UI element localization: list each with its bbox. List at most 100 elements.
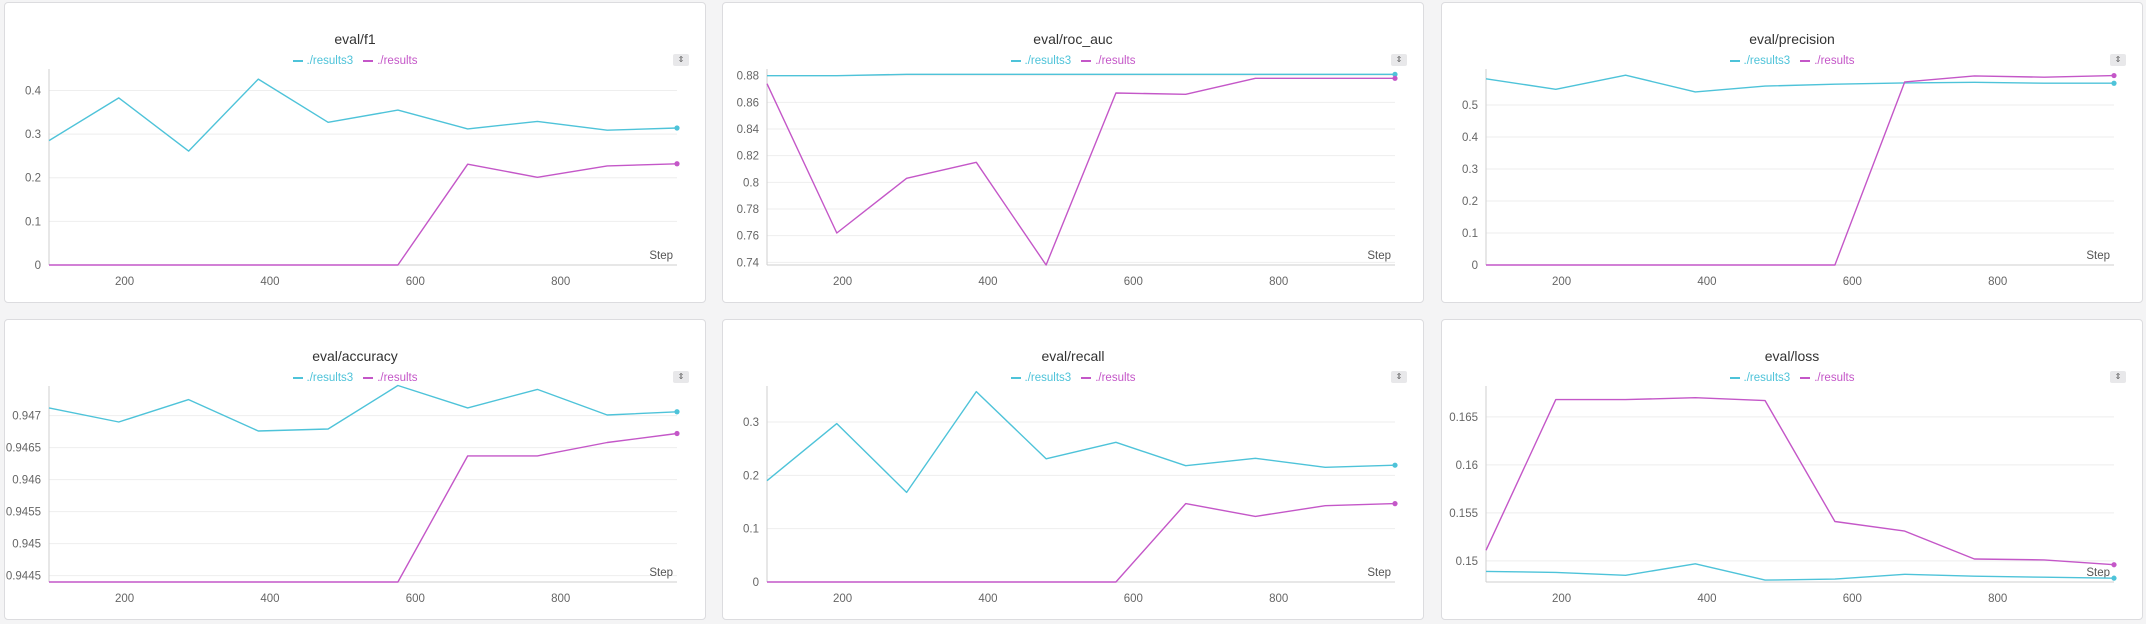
x-axis-label: Step xyxy=(649,567,673,579)
y-tick-label: 0 xyxy=(35,260,41,272)
y-tick-label: 0.84 xyxy=(737,124,760,136)
x-axis-label: Step xyxy=(1367,567,1391,579)
x-tick-label: 600 xyxy=(1124,276,1143,288)
y-tick-label: 0.9455 xyxy=(6,507,41,519)
panel-menu-button[interactable]: ⇕ xyxy=(1391,371,1407,383)
y-tick-label: 0.4 xyxy=(25,85,42,97)
x-tick-label: 200 xyxy=(115,593,134,605)
x-tick-label: 800 xyxy=(1269,593,1288,605)
x-tick-label: 400 xyxy=(260,276,279,288)
y-tick-label: 0.2 xyxy=(25,173,41,185)
chart-panel-eval-recall: eval/recall ./results3 ./results ⇕ 0 0.1 0.2 0.… xyxy=(722,319,1424,620)
legend-swatch xyxy=(292,59,303,62)
series-line[interactable] xyxy=(48,384,678,432)
chart-title: eval/f1 xyxy=(334,31,376,47)
legend-swatch xyxy=(363,59,374,62)
y-tick-label: 0.8 xyxy=(743,177,759,189)
x-axis-label: Step xyxy=(1367,250,1391,262)
y-tick-label: 0.78 xyxy=(737,204,759,216)
legend-item[interactable]: ./results xyxy=(1081,372,1135,384)
legend-item[interactable]: ./results xyxy=(1800,55,1854,67)
y-tick-label: 0.15 xyxy=(1456,556,1478,568)
chart-legend: ./results3 ./results xyxy=(723,55,1423,67)
y-tick-label: 0.946 xyxy=(12,475,41,487)
x-axis-label: Step xyxy=(649,250,673,262)
legend-label: ./results xyxy=(377,55,418,67)
legend-label: ./results3 xyxy=(1024,372,1072,384)
legend-label: ./results3 xyxy=(306,372,354,384)
legend-item[interactable]: ./results3 xyxy=(1729,55,1791,67)
panel-menu-button[interactable]: ⇕ xyxy=(2110,371,2126,383)
legend-item[interactable]: ./results3 xyxy=(1010,55,1072,67)
chart-panel-eval-precision: eval/precision ./results3 ./results ⇕ 0 0.1 0.… xyxy=(1441,2,2143,303)
panel-menu-button[interactable]: ⇕ xyxy=(673,54,689,66)
panel-menu-button[interactable]: ⇕ xyxy=(2110,54,2126,66)
line-chart: 0.15 0.155 0.16 0.165 200 400 600 800 Step xyxy=(1449,386,2117,605)
series-line[interactable] xyxy=(766,390,1396,494)
legend-item[interactable]: ./results3 xyxy=(1010,372,1072,384)
legend-item[interactable]: ./results xyxy=(1081,55,1135,67)
series-line[interactable] xyxy=(1485,396,2115,566)
line-chart: 0.9445 0.945 0.9455 0.946 0.9465 0.947 200 400 6… xyxy=(6,384,680,605)
series-end-point xyxy=(1392,462,1398,468)
legend-swatch xyxy=(1010,376,1021,379)
series-line[interactable] xyxy=(49,432,678,583)
x-tick-label: 400 xyxy=(978,276,997,288)
x-tick-label: 200 xyxy=(833,593,852,605)
series-end-point xyxy=(2111,562,2117,568)
y-tick-label: 0.9465 xyxy=(6,443,41,455)
series-line[interactable] xyxy=(49,163,678,266)
x-tick-label: 800 xyxy=(1988,276,2007,288)
series-line[interactable] xyxy=(1486,74,2115,266)
chart-title: eval/loss xyxy=(1764,348,1820,364)
legend-swatch xyxy=(1729,59,1740,62)
legend-swatch xyxy=(1081,376,1092,379)
legend-item[interactable]: ./results3 xyxy=(292,55,354,67)
y-tick-label: 0.2 xyxy=(743,470,759,482)
series-line[interactable] xyxy=(1485,74,2114,93)
y-tick-label: 0.155 xyxy=(1449,508,1478,520)
legend-label: ./results xyxy=(1095,55,1136,67)
legend-item[interactable]: ./results3 xyxy=(1729,372,1790,384)
series-line[interactable] xyxy=(766,77,1395,266)
legend-item[interactable]: ./results xyxy=(1800,372,1854,384)
series-line[interactable] xyxy=(767,502,1396,583)
series-line[interactable] xyxy=(767,73,1395,77)
y-tick-label: 0.82 xyxy=(737,151,759,163)
chart-title: eval/accuracy xyxy=(312,348,398,364)
x-tick-label: 200 xyxy=(1552,593,1571,605)
chart-title: eval/precision xyxy=(1749,31,1835,47)
line-chart: 0 0.1 0.2 0.3 0.4 0.5 200 400 600 800 Step xyxy=(1462,69,2117,288)
panel-menu-button[interactable]: ⇕ xyxy=(1391,54,1407,66)
legend-item[interactable]: ./results3 xyxy=(292,372,354,384)
legend-label: ./results3 xyxy=(1024,55,1072,67)
y-tick-label: 0.74 xyxy=(737,257,760,269)
y-tick-label: 0.88 xyxy=(737,71,759,83)
legend-item[interactable]: ./results xyxy=(363,55,417,67)
y-tick-label: 0.165 xyxy=(1449,412,1478,424)
series-line[interactable] xyxy=(1485,563,2115,581)
y-tick-label: 0.1 xyxy=(25,216,41,228)
series-end-point xyxy=(1392,75,1398,81)
line-chart: 0 0.1 0.2 0.3 200 400 600 800 Step xyxy=(743,386,1398,605)
legend-swatch xyxy=(1729,376,1740,379)
x-tick-label: 400 xyxy=(260,593,279,605)
series-end-point xyxy=(1392,501,1398,507)
chart-title: eval/roc_auc xyxy=(1033,31,1113,47)
legend-item[interactable]: ./results xyxy=(363,372,417,384)
x-tick-label: 600 xyxy=(1843,276,1862,288)
legend-swatch xyxy=(1081,59,1092,62)
chart-legend: ./results3 ./results xyxy=(1442,55,2142,67)
y-tick-label: 0.2 xyxy=(1462,196,1478,208)
panel-menu-button[interactable]: ⇕ xyxy=(673,371,689,383)
y-tick-label: 0.16 xyxy=(1456,460,1478,472)
legend-swatch xyxy=(1800,376,1811,379)
x-tick-label: 600 xyxy=(1843,593,1862,605)
y-tick-label: 0.5 xyxy=(1462,100,1478,112)
legend-label: ./results3 xyxy=(306,55,354,67)
chart-panel-eval-f1: eval/f1 ./results3 ./results ⇕ 0 0.1 0.2 0.3 0.4… xyxy=(4,2,706,303)
legend-label: ./results3 xyxy=(1743,55,1791,67)
series-line[interactable] xyxy=(48,78,678,152)
chart-panel-eval-roc-auc: eval/roc_auc ./results3 ./results ⇕ 0.74 0.76… xyxy=(722,2,1424,303)
x-tick-label: 400 xyxy=(1697,593,1716,605)
